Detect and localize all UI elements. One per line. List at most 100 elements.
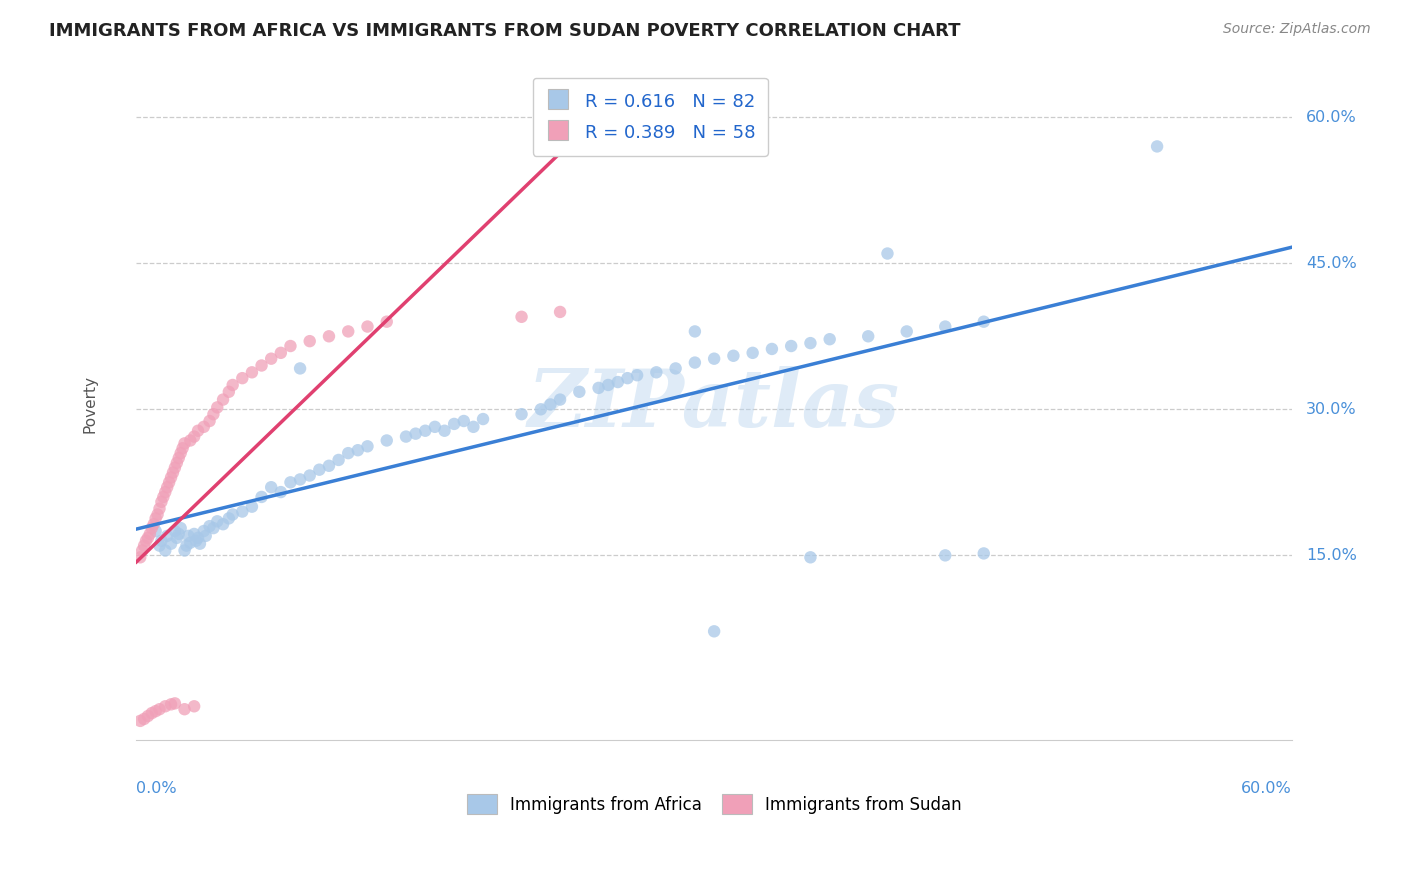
Point [548, 392, 571, 407]
Point [337, 446, 360, 460]
Point [231, 371, 253, 385]
Point [606, 375, 628, 389]
Point [443, 417, 465, 431]
Point [187, 531, 209, 545]
Text: 45.0%: 45.0% [1306, 256, 1357, 271]
Point [132, 539, 155, 553]
Point [167, 450, 190, 465]
Point [288, 472, 311, 486]
Point [142, 517, 165, 532]
Point [163, 524, 186, 538]
Point [218, 511, 240, 525]
Point [183, 699, 205, 714]
Text: 0.0%: 0.0% [136, 780, 177, 796]
Point [423, 420, 446, 434]
Point [155, 543, 177, 558]
Point [155, 485, 177, 500]
Point [188, 537, 211, 551]
Point [194, 529, 217, 543]
Point [1146, 139, 1168, 153]
Text: Poverty: Poverty [83, 376, 97, 434]
Text: IMMIGRANTS FROM AFRICA VS IMMIGRANTS FROM SUDAN POVERTY CORRELATION CHART: IMMIGRANTS FROM AFRICA VS IMMIGRANTS FRO… [49, 22, 960, 40]
Point [135, 533, 157, 548]
Point [148, 539, 170, 553]
Point [780, 339, 803, 353]
Point [156, 480, 179, 494]
Text: ZIPatlas: ZIPatlas [529, 366, 900, 443]
Point [184, 533, 207, 548]
Point [453, 414, 475, 428]
Point [308, 463, 330, 477]
Point [212, 517, 235, 532]
Text: 15.0%: 15.0% [1306, 548, 1357, 563]
Point [145, 704, 167, 718]
Point [703, 624, 725, 639]
Point [375, 434, 398, 448]
Point [934, 319, 956, 334]
Point [683, 325, 706, 339]
Point [356, 439, 378, 453]
Point [218, 384, 240, 399]
Point [280, 339, 302, 353]
Point [170, 521, 193, 535]
Point [626, 368, 648, 383]
Point [202, 521, 225, 535]
Point [141, 521, 163, 535]
Point [896, 325, 918, 339]
Point [270, 485, 292, 500]
Point [163, 697, 186, 711]
Point [156, 529, 179, 543]
Point [250, 490, 273, 504]
Point [162, 466, 184, 480]
Point [193, 524, 215, 538]
Point [183, 429, 205, 443]
Point [202, 407, 225, 421]
Point [166, 456, 188, 470]
Point [683, 355, 706, 369]
Point [132, 712, 155, 726]
Point [356, 319, 378, 334]
Point [665, 361, 688, 376]
Point [139, 527, 162, 541]
Point [934, 549, 956, 563]
Legend: Immigrants from Africa, Immigrants from Sudan: Immigrants from Africa, Immigrants from … [458, 786, 970, 822]
Point [179, 535, 201, 549]
Point [207, 401, 229, 415]
Point [177, 529, 200, 543]
Point [260, 480, 283, 494]
Point [150, 495, 173, 509]
Point [198, 414, 221, 428]
Point [240, 365, 263, 379]
Point [463, 420, 485, 434]
Point [145, 511, 167, 525]
Point [198, 519, 221, 533]
Point [510, 310, 533, 324]
Point [288, 361, 311, 376]
Point [207, 514, 229, 528]
Point [270, 346, 292, 360]
Point [129, 714, 152, 728]
Point [193, 420, 215, 434]
Point [141, 706, 163, 720]
Point [472, 412, 495, 426]
Point [172, 442, 194, 456]
Point [337, 325, 360, 339]
Point [148, 501, 170, 516]
Point [240, 500, 263, 514]
Point [160, 470, 183, 484]
Point [298, 468, 321, 483]
Point [395, 429, 418, 443]
Point [148, 702, 170, 716]
Point [231, 504, 253, 518]
Point [173, 436, 195, 450]
Point [799, 336, 821, 351]
Point [818, 332, 841, 346]
Text: 30.0%: 30.0% [1306, 401, 1357, 417]
Point [160, 698, 183, 712]
Point [167, 527, 190, 541]
Point [131, 543, 153, 558]
Point [538, 397, 561, 411]
Point [136, 531, 159, 545]
Point [280, 475, 302, 490]
Point [973, 546, 995, 560]
